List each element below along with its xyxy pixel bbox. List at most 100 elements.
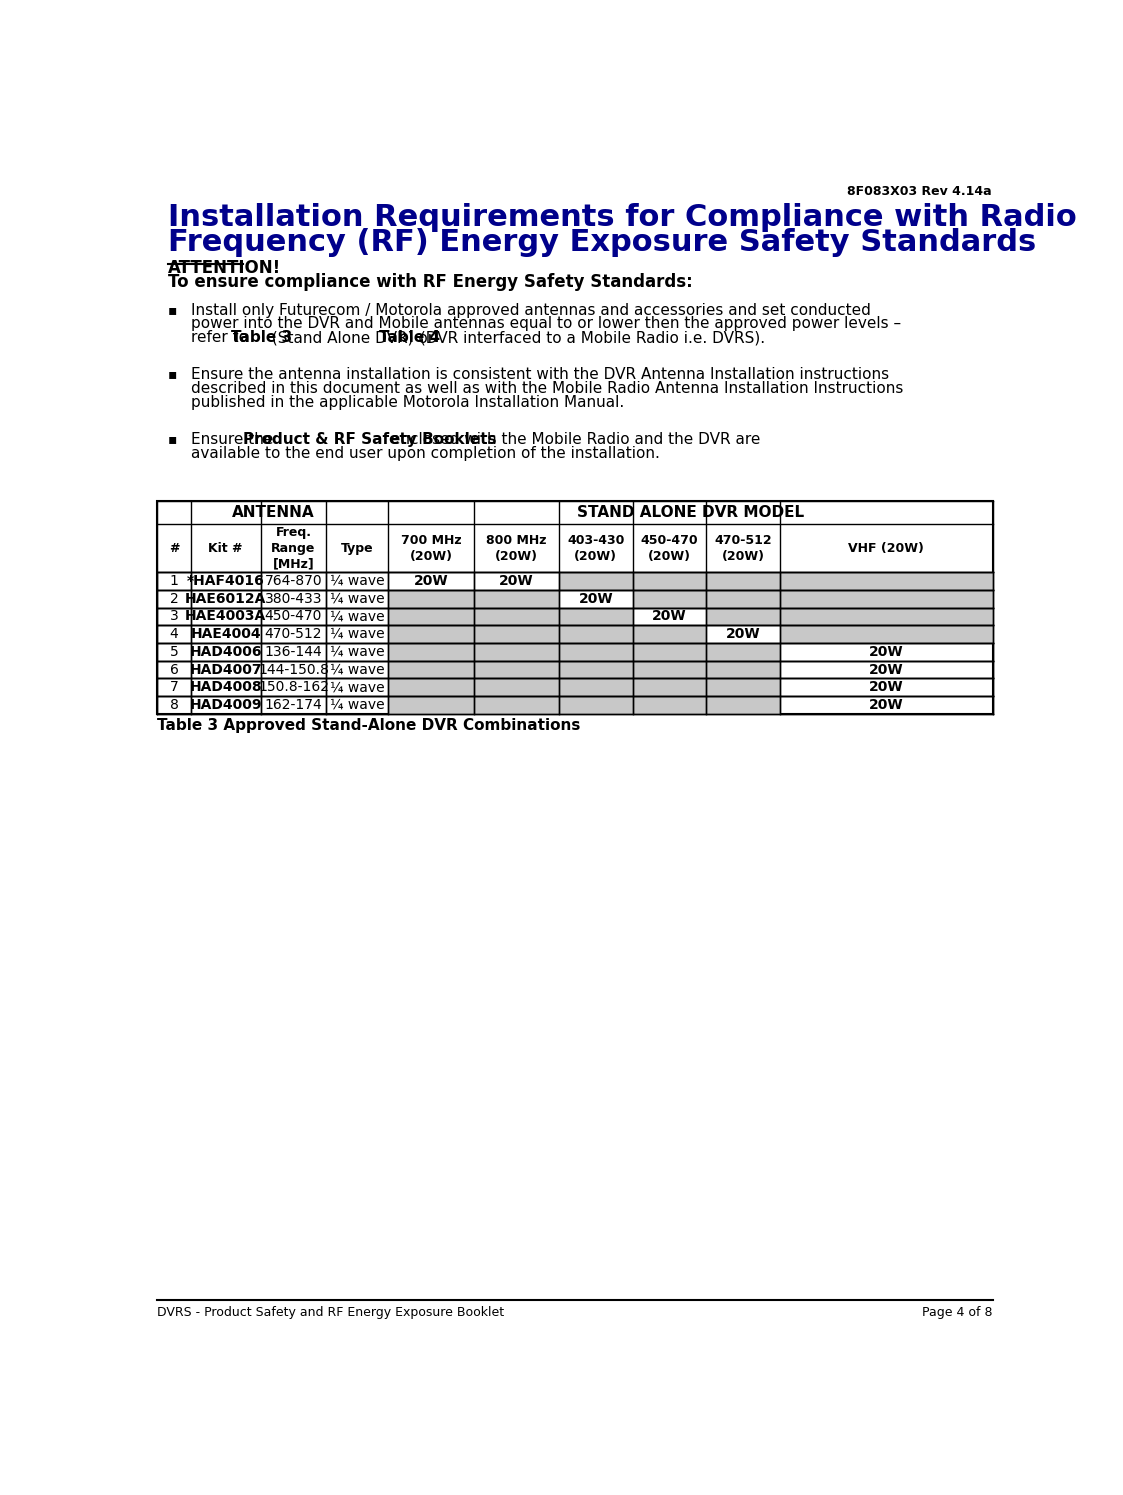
Text: ¼ wave: ¼ wave bbox=[330, 610, 385, 623]
Text: 20W: 20W bbox=[413, 574, 448, 588]
Text: 764-870: 764-870 bbox=[265, 574, 322, 588]
Text: 403-430
(20W): 403-430 (20W) bbox=[567, 534, 624, 562]
Text: ANTENNA: ANTENNA bbox=[231, 505, 314, 520]
Text: 136-144: 136-144 bbox=[265, 644, 322, 659]
Bar bbox=[389, 643, 474, 661]
Bar bbox=[706, 697, 779, 713]
Text: 4: 4 bbox=[170, 626, 179, 641]
Text: ATTENTION!: ATTENTION! bbox=[167, 259, 281, 277]
Bar bbox=[632, 625, 706, 643]
Bar bbox=[559, 607, 632, 625]
Text: 20W: 20W bbox=[499, 574, 533, 588]
Bar bbox=[559, 661, 632, 679]
Text: described in this document as well as with the Mobile Radio Antenna Installation: described in this document as well as wi… bbox=[191, 381, 903, 396]
Text: ▪: ▪ bbox=[167, 368, 177, 381]
Text: HAE4004: HAE4004 bbox=[190, 626, 261, 641]
Text: ¼ wave: ¼ wave bbox=[330, 698, 385, 712]
Bar bbox=[474, 625, 559, 643]
Bar bbox=[706, 643, 779, 661]
Text: available to the end user upon completion of the installation.: available to the end user upon completio… bbox=[191, 446, 659, 460]
Text: power into the DVR and Mobile antennas equal to or lower then the approved power: power into the DVR and Mobile antennas e… bbox=[191, 317, 901, 332]
Text: STAND ALONE DVR MODEL: STAND ALONE DVR MODEL bbox=[577, 505, 804, 520]
Bar bbox=[389, 591, 474, 607]
Text: ¼ wave: ¼ wave bbox=[330, 644, 385, 659]
Text: 20W: 20W bbox=[578, 592, 613, 605]
Text: 450-470: 450-470 bbox=[265, 610, 322, 623]
Text: ¼ wave: ¼ wave bbox=[330, 592, 385, 605]
Text: 7: 7 bbox=[170, 680, 179, 694]
Text: HAD4007: HAD4007 bbox=[190, 662, 262, 677]
Text: 1: 1 bbox=[170, 574, 179, 588]
Text: 380-433: 380-433 bbox=[265, 592, 322, 605]
Text: #: # bbox=[168, 541, 180, 555]
Text: 20W: 20W bbox=[869, 680, 904, 694]
Text: HAD4009: HAD4009 bbox=[190, 698, 262, 712]
Bar bbox=[474, 697, 559, 713]
Text: Installation Requirements for Compliance with Radio: Installation Requirements for Compliance… bbox=[167, 202, 1076, 232]
Bar bbox=[632, 661, 706, 679]
Bar bbox=[559, 573, 632, 591]
Text: Frequency (RF) Energy Exposure Safety Standards: Frequency (RF) Energy Exposure Safety St… bbox=[167, 227, 1035, 257]
Text: 800 MHz
(20W): 800 MHz (20W) bbox=[486, 534, 547, 562]
Text: 20W: 20W bbox=[725, 626, 760, 641]
Bar bbox=[389, 625, 474, 643]
Text: Freq.
Range
[MHz]: Freq. Range [MHz] bbox=[272, 526, 316, 571]
Bar bbox=[157, 501, 993, 713]
Text: VHF (20W): VHF (20W) bbox=[848, 541, 924, 555]
Text: ▪: ▪ bbox=[167, 302, 177, 317]
Text: Table 3: Table 3 bbox=[231, 330, 292, 345]
Text: ¼ wave: ¼ wave bbox=[330, 680, 385, 694]
Text: 144-150.8: 144-150.8 bbox=[258, 662, 329, 677]
Text: Type: Type bbox=[341, 541, 374, 555]
Bar bbox=[706, 679, 779, 697]
Bar bbox=[632, 679, 706, 697]
Text: 3: 3 bbox=[170, 610, 179, 623]
Text: Table 3 Approved Stand-Alone DVR Combinations: Table 3 Approved Stand-Alone DVR Combina… bbox=[157, 719, 581, 734]
Text: DVRS - Product Safety and RF Energy Exposure Booklet: DVRS - Product Safety and RF Energy Expo… bbox=[157, 1307, 504, 1319]
Text: 470-512: 470-512 bbox=[265, 626, 322, 641]
Text: 2: 2 bbox=[170, 592, 179, 605]
Text: 8: 8 bbox=[170, 698, 179, 712]
Text: HAE4003A: HAE4003A bbox=[185, 610, 266, 623]
Bar bbox=[706, 661, 779, 679]
Bar bbox=[706, 591, 779, 607]
Text: Table 4: Table 4 bbox=[380, 330, 440, 345]
Bar bbox=[559, 697, 632, 713]
Text: 6: 6 bbox=[170, 662, 179, 677]
Bar bbox=[559, 643, 632, 661]
Text: Page 4 of 8: Page 4 of 8 bbox=[922, 1307, 993, 1319]
Text: ¼ wave: ¼ wave bbox=[330, 662, 385, 677]
Bar bbox=[389, 661, 474, 679]
Text: HAE6012A: HAE6012A bbox=[185, 592, 266, 605]
Bar bbox=[474, 679, 559, 697]
Text: 8F083X03 Rev 4.14a: 8F083X03 Rev 4.14a bbox=[847, 185, 992, 197]
Bar bbox=[779, 607, 993, 625]
Bar bbox=[632, 573, 706, 591]
Text: 20W: 20W bbox=[869, 662, 904, 677]
Bar bbox=[706, 573, 779, 591]
Bar bbox=[779, 625, 993, 643]
Text: Product & RF Safety Booklets: Product & RF Safety Booklets bbox=[244, 432, 497, 447]
Bar bbox=[389, 679, 474, 697]
Text: HAD4008: HAD4008 bbox=[190, 680, 262, 694]
Text: *HAF4016: *HAF4016 bbox=[186, 574, 265, 588]
Text: (DVR interfaced to a Mobile Radio i.e. DVRS).: (DVR interfaced to a Mobile Radio i.e. D… bbox=[414, 330, 765, 345]
Text: ¼ wave: ¼ wave bbox=[330, 626, 385, 641]
Text: Install only Futurecom / Motorola approved antennas and accessories and set cond: Install only Futurecom / Motorola approv… bbox=[191, 302, 870, 317]
Bar bbox=[474, 607, 559, 625]
Text: 700 MHz
(20W): 700 MHz (20W) bbox=[401, 534, 462, 562]
Text: 20W: 20W bbox=[652, 610, 686, 623]
Text: 450-470
(20W): 450-470 (20W) bbox=[640, 534, 699, 562]
Text: published in the applicable Motorola Installation Manual.: published in the applicable Motorola Ins… bbox=[191, 395, 624, 410]
Text: Ensure the antenna installation is consistent with the DVR Antenna Installation : Ensure the antenna installation is consi… bbox=[191, 368, 889, 383]
Text: HAD4006: HAD4006 bbox=[190, 644, 262, 659]
Bar bbox=[779, 591, 993, 607]
Bar bbox=[474, 643, 559, 661]
Text: Kit #: Kit # bbox=[209, 541, 243, 555]
Bar bbox=[632, 591, 706, 607]
Text: 150.8-162: 150.8-162 bbox=[258, 680, 329, 694]
Bar bbox=[559, 679, 632, 697]
Bar bbox=[779, 573, 993, 591]
Text: enclosed with the Mobile Radio and the DVR are: enclosed with the Mobile Radio and the D… bbox=[386, 432, 760, 447]
Bar bbox=[559, 625, 632, 643]
